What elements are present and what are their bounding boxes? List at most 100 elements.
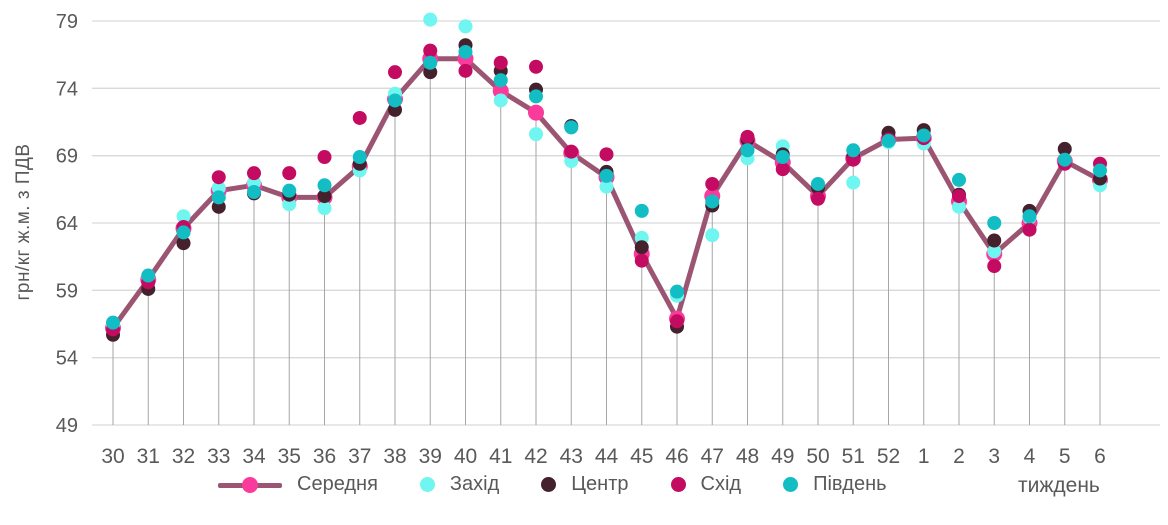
x-tick-label: 30 — [101, 445, 124, 468]
data-point-s3-48 — [740, 129, 755, 144]
data-point-s3-45 — [634, 253, 649, 268]
y-tick-label: 74 — [56, 78, 78, 100]
x-tick-label: 35 — [278, 445, 301, 468]
data-point-s4-5 — [1057, 152, 1072, 167]
data-point-s3-44 — [599, 147, 614, 162]
data-point-s1-36 — [317, 201, 332, 216]
x-tick-label: 34 — [242, 445, 266, 468]
legend-label: Центр — [571, 473, 629, 495]
data-point-s1-39 — [423, 12, 438, 27]
data-point-s2-45 — [634, 240, 649, 255]
data-point-s4-33 — [211, 190, 226, 205]
data-point-s4-44 — [599, 168, 614, 183]
x-tick-label: 33 — [207, 445, 230, 468]
x-tick-label: 43 — [560, 445, 583, 468]
data-point-s3-49 — [775, 162, 790, 177]
data-point-s4-6 — [1093, 163, 1107, 178]
y-tick-label: 69 — [56, 146, 78, 168]
data-point-s1-42 — [529, 127, 543, 142]
data-point-s4-42 — [529, 89, 543, 104]
data-point-s3-34 — [247, 166, 261, 181]
data-point-s4-51 — [846, 143, 861, 158]
data-point-s4-1 — [916, 128, 931, 143]
y-tick-label: 54 — [56, 348, 78, 370]
x-tick-label: 47 — [701, 445, 724, 468]
x-tick-label: 44 — [595, 445, 619, 468]
data-point-s1-2 — [952, 199, 966, 214]
legend-dot-icon — [783, 477, 799, 492]
data-point-s4-46 — [670, 284, 684, 299]
x-tick-label: 50 — [806, 445, 829, 468]
legend-label: Південь — [813, 473, 887, 495]
data-point-s4-32 — [176, 225, 191, 240]
data-point-s1-51 — [846, 175, 861, 190]
legend-item-4: Південь — [783, 473, 887, 496]
x-tick-label: 48 — [736, 445, 759, 468]
y-tick-label: 49 — [56, 415, 78, 437]
data-point-s3-3 — [987, 259, 1002, 274]
data-point-s4-31 — [141, 268, 156, 283]
x-tick-label: 41 — [489, 445, 512, 468]
x-tick-label: 37 — [348, 445, 371, 468]
data-point-s3-37 — [352, 110, 367, 125]
data-point-s4-47 — [705, 194, 720, 209]
data-point-s4-41 — [493, 73, 508, 88]
data-point-s3-40 — [458, 63, 473, 78]
data-point-s4-52 — [881, 133, 896, 148]
legend-dot-icon — [670, 477, 686, 492]
x-tick-label: 42 — [524, 445, 547, 468]
data-point-s4-50 — [811, 176, 825, 191]
data-point-s3-39 — [423, 43, 438, 58]
x-tick-label: 4 — [1024, 445, 1036, 468]
y-tick-label: 64 — [56, 213, 78, 235]
x-tick-label: 45 — [630, 445, 653, 468]
chart-legend: Середня Захід Центр Схід Південь — [218, 473, 887, 496]
data-point-s1-32 — [176, 209, 191, 224]
x-tick-label: 40 — [454, 445, 477, 468]
data-point-s4-36 — [317, 178, 332, 193]
x-tick-label: 5 — [1059, 445, 1071, 468]
data-point-s1-3 — [987, 244, 1002, 259]
data-point-s4-37 — [352, 150, 367, 165]
data-point-s4-39 — [423, 55, 438, 70]
x-tick-label: 36 — [313, 445, 336, 468]
data-point-s3-35 — [282, 166, 297, 181]
data-point-s3-4 — [1022, 222, 1037, 237]
data-point-s1-40 — [458, 19, 473, 34]
y-tick-label: 59 — [56, 280, 78, 302]
data-point-s4-35 — [282, 183, 297, 198]
data-point-s1-47 — [705, 228, 720, 243]
data-point-s4-43 — [564, 120, 579, 135]
x-tick-label: 52 — [877, 445, 900, 468]
x-tick-label: 51 — [842, 445, 865, 468]
data-point-s3-47 — [705, 176, 720, 191]
data-point-s2-3 — [987, 233, 1002, 248]
data-point-s4-38 — [388, 93, 402, 108]
data-point-s1-44 — [599, 179, 614, 194]
y-tick-label: 79 — [56, 11, 78, 33]
data-point-s4-48 — [740, 143, 755, 158]
legend-label: Схід — [700, 473, 742, 495]
x-axis-title: тиждень — [1018, 474, 1100, 497]
legend-line-marker-icon — [218, 476, 282, 493]
x-tick-label: 38 — [383, 445, 406, 468]
data-point-s3-43 — [564, 144, 579, 159]
data-point-s4-45 — [634, 203, 649, 218]
x-tick-label: 32 — [172, 445, 195, 468]
data-point-s3-46 — [670, 314, 684, 329]
legend-dot-icon — [419, 477, 435, 492]
data-point-s4-49 — [775, 150, 790, 165]
legend-dot-icon — [541, 477, 557, 492]
x-tick-label: 31 — [137, 445, 160, 468]
legend-item-2: Центр — [541, 473, 629, 496]
x-tick-label: 2 — [953, 445, 965, 468]
data-point-s1-41 — [493, 93, 508, 108]
data-point-s2-5 — [1057, 141, 1072, 156]
x-tick-label: 49 — [771, 445, 794, 468]
legend-label: Середня — [297, 473, 378, 495]
data-point-s3-36 — [317, 150, 332, 165]
legend-label: Захід — [449, 473, 500, 495]
data-point-s4-34 — [247, 185, 261, 200]
